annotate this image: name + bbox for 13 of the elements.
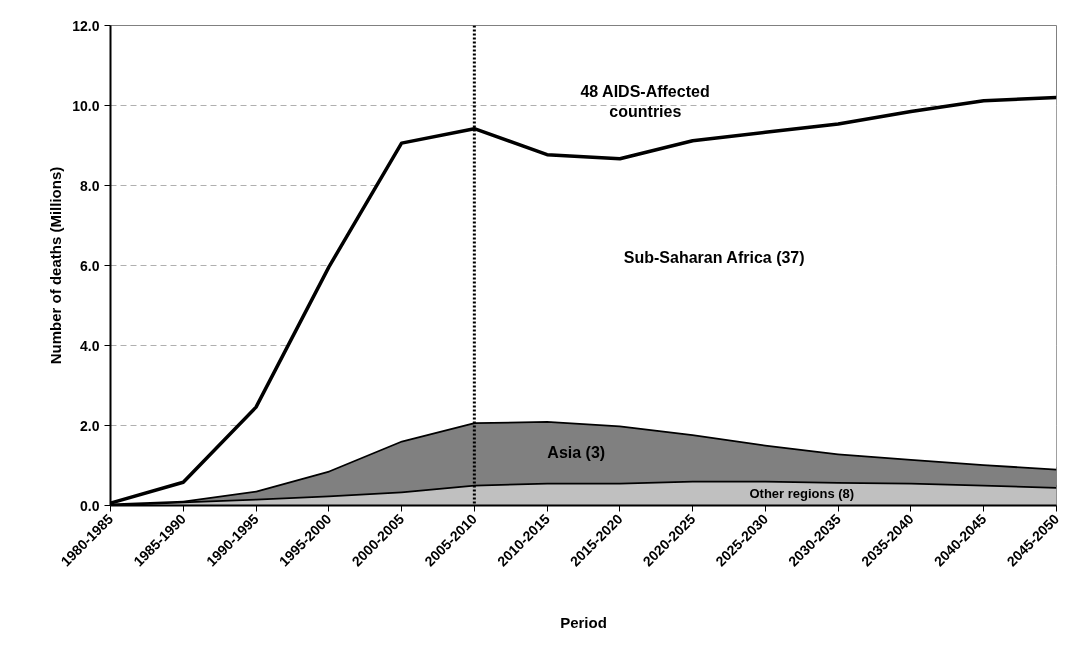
y-tick-label: 0.0 [80,497,100,514]
annotation: 48 AIDS-Affected countries [580,82,710,121]
x-axis-title: Period [560,613,607,631]
y-tick-label: 6.0 [80,257,100,274]
y-tick-label: 4.0 [80,337,100,354]
y-tick-label: 2.0 [80,417,100,434]
y-tick-label: 12.0 [72,17,100,34]
y-axis-title: Number of deaths (Millions) [47,166,65,365]
series-label: Asia (3) [547,444,606,462]
series-label: Sub-Saharan Africa (37) [623,249,805,267]
y-tick-label: 8.0 [80,177,100,194]
y-tick-label: 10.0 [72,97,100,114]
series-label: Other regions (8) [749,485,855,501]
